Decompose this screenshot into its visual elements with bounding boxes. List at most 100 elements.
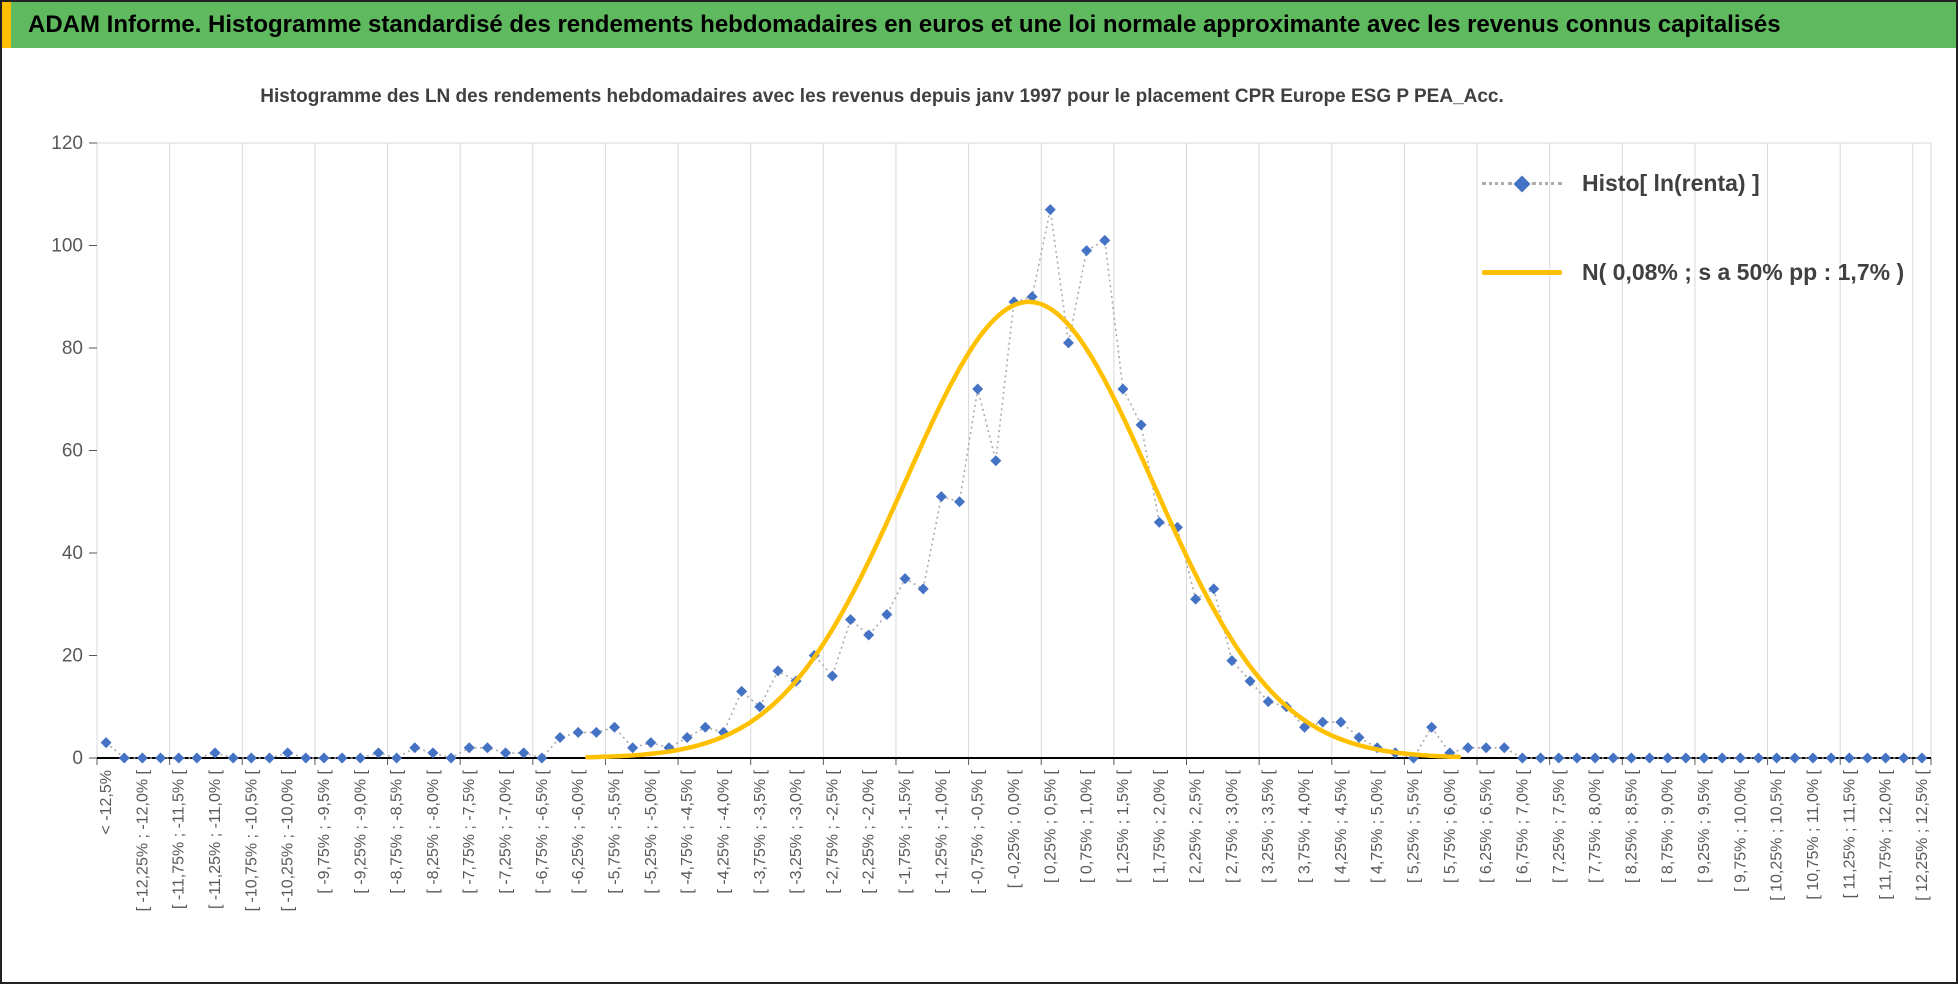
histogram-point: [481, 742, 493, 754]
histogram-point: [1026, 291, 1038, 303]
legend-label-normal: N( 0,08% ; s a 50% pp : 1,7% ): [1582, 259, 1905, 285]
x-axis-label: [ -1,25% ; -1,0% [: [933, 769, 950, 893]
histogram-point: [1807, 752, 1819, 764]
x-axis-label: [ 0,25% ; 0,5% [: [1042, 769, 1059, 883]
histogram-point: [917, 583, 929, 595]
histogram-point: [990, 455, 1002, 467]
legend-item-normal: N( 0,08% ; s a 50% pp : 1,7% ): [1482, 259, 1904, 286]
histogram-point: [954, 496, 966, 508]
histogram-point: [463, 742, 475, 754]
histogram-point: [1589, 752, 1601, 764]
histogram-point: [1752, 752, 1764, 764]
x-axis-label: [ -2,25% ; -2,0% [: [861, 769, 878, 893]
x-axis-label: [ -10,75% ; -10,5% [: [243, 769, 260, 911]
histogram-point: [1861, 752, 1873, 764]
histogram-point: [736, 685, 748, 697]
x-axis-label: [ 7,25% ; 7,5% [: [1551, 769, 1568, 883]
x-axis-label: [ 4,75% ; 5,0% [: [1369, 769, 1386, 883]
x-axis-label: [ 10,75% ; 11,0% [: [1805, 769, 1822, 899]
y-axis-label: 40: [62, 543, 83, 564]
histogram-point: [118, 752, 130, 764]
dotted-line-icon: [1482, 182, 1512, 185]
x-axis-label: [ -6,75% ; -6,5% [: [534, 769, 551, 893]
histogram-point: [372, 747, 384, 759]
histogram-point: [1135, 419, 1147, 431]
histogram-point: [1208, 583, 1220, 595]
histogram-point: [245, 752, 257, 764]
histogram-point: [1625, 752, 1637, 764]
histogram-point: [536, 752, 548, 764]
histogram-point: [173, 752, 185, 764]
histogram-point: [609, 721, 621, 733]
histogram-point: [1317, 716, 1329, 728]
histogram-point: [1843, 752, 1855, 764]
histogram-point: [1353, 732, 1365, 743]
histogram-point: [1662, 752, 1674, 764]
x-axis-label: [ 5,25% ; 5,5% [: [1405, 769, 1422, 883]
histogram-point: [300, 752, 312, 764]
x-axis-label: [ 12,25% ; 12,5% [: [1914, 769, 1931, 900]
x-axis-label: [ 5,75% ; 6,0% [: [1442, 769, 1459, 883]
banner-title: ADAM Informe. Histogramme standardisé de…: [28, 11, 1781, 38]
x-axis-label: [ -9,25% ; -9,0% [: [352, 769, 369, 893]
x-axis-label: [ -0,25% ; 0,0% [: [1006, 769, 1023, 888]
histogram-point: [1081, 245, 1093, 257]
histogram-point: [391, 752, 403, 764]
histogram-point: [699, 721, 711, 733]
histogram-point: [845, 614, 857, 626]
histogram-point: [1680, 752, 1692, 764]
x-axis-label: [ 1,25% ; 1,5% [: [1115, 769, 1132, 883]
y-axis-label: 20: [62, 646, 83, 667]
histogram-point: [590, 726, 602, 738]
x-axis-label: [ 2,25% ; 2,5% [: [1188, 769, 1205, 883]
histogram-point: [264, 752, 276, 764]
chart-legend: Histo[ ln(renta) ] N( 0,08% ; s a 50% pp…: [1482, 170, 1904, 348]
histogram-point: [1644, 752, 1656, 764]
histogram-point: [681, 732, 693, 743]
histogram-point: [1571, 752, 1583, 764]
chart-title: Histogramme des LN des rendements hebdom…: [260, 86, 1504, 107]
histogram-point: [1426, 721, 1438, 733]
x-axis-label: [ 11,75% ; 12,0% [: [1878, 769, 1895, 899]
histogram-point: [972, 383, 984, 395]
x-axis-label: [ 8,75% ; 9,0% [: [1660, 769, 1677, 883]
histogram-point: [191, 752, 203, 764]
histogram-point: [1516, 752, 1528, 764]
histogram-point: [554, 732, 566, 743]
x-axis-label: [ -2,75% ; -2,5% [: [824, 769, 841, 893]
histogram-point: [1190, 593, 1202, 605]
histogram-point: [1825, 752, 1837, 764]
histogram-point: [136, 752, 148, 764]
x-axis-label: [ -5,25% ; -5,0% [: [643, 769, 660, 893]
x-axis-label: [ -5,75% ; -5,5% [: [607, 769, 624, 893]
histogram-point: [1607, 752, 1619, 764]
gold-line-icon: [1482, 270, 1562, 275]
histogram-point: [209, 747, 221, 759]
histogram-point: [1226, 655, 1238, 667]
histogram-point: [409, 742, 421, 754]
title-banner: ADAM Informe. Histogramme standardisé de…: [2, 2, 1956, 48]
normal-legend-marker: [1482, 270, 1568, 275]
histogram-point: [772, 665, 784, 677]
histogram-point: [1462, 742, 1474, 754]
histogram-point: [1734, 752, 1746, 764]
histogram-point: [1262, 696, 1274, 708]
x-axis-label: [ -10,25% ; -10,0% [: [280, 769, 297, 911]
histogram-point: [1244, 675, 1256, 687]
histogram-point: [518, 747, 530, 759]
histogram-point: [1789, 752, 1801, 764]
y-axis-label: 120: [51, 133, 83, 154]
x-axis-label: [ 10,25% ; 10,5% [: [1769, 769, 1786, 900]
histogram-point: [754, 701, 766, 713]
histogram-point: [282, 747, 294, 759]
histogram-point: [1880, 752, 1892, 764]
dotted-line-icon: [1532, 182, 1562, 185]
x-axis-label: [ -7,25% ; -7,0% [: [498, 769, 515, 893]
x-axis-label: < -12,5%: [98, 770, 115, 834]
x-axis-label: [ 6,25% ; 6,5% [: [1478, 769, 1495, 883]
x-axis-label: [ -8,25% ; -8,0% [: [425, 769, 442, 893]
histogram-point: [1480, 742, 1492, 754]
histogram-point: [1716, 752, 1728, 764]
histogram-point: [572, 726, 584, 738]
